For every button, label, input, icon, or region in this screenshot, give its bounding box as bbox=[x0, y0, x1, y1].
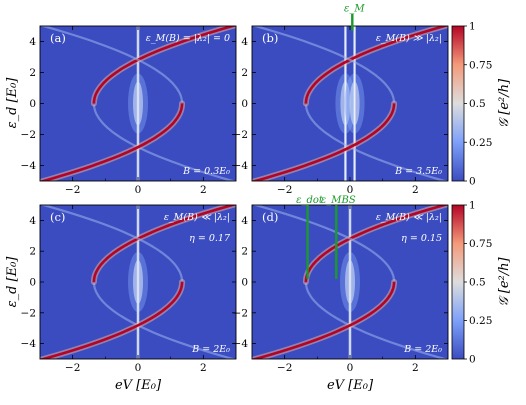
y-tick-label: 4 bbox=[29, 36, 36, 48]
x-tick-label: −2 bbox=[277, 184, 292, 196]
colorbar-tick-label: 0 bbox=[469, 354, 476, 366]
colorbar-tick-label: 0.25 bbox=[469, 315, 492, 327]
panel-label: (c) bbox=[50, 210, 65, 224]
y-tick-label: 0 bbox=[29, 98, 36, 110]
marker-label: ε_M bbox=[344, 4, 365, 15]
panel-b: −2 0 2 −4 −2 0 2 4 (b) ε_M(B) ≫ |λ₂| B = 3.5E₀ ε_M bbox=[233, 4, 449, 196]
y-tick-label: −2 bbox=[233, 307, 248, 319]
resonance-left-inner bbox=[92, 281, 236, 359]
resonance-left-inner bbox=[92, 103, 236, 181]
y-tick-label: −2 bbox=[21, 129, 36, 141]
annotation-bottom: B = 3.5E₀ bbox=[394, 166, 442, 177]
marker-label: ε_dot bbox=[296, 195, 324, 206]
y-tick-label: −4 bbox=[21, 338, 37, 350]
y-tick-label: 4 bbox=[29, 215, 36, 227]
y-tick-label: 2 bbox=[241, 246, 248, 258]
x-axis-label: eV [E₀] bbox=[327, 378, 374, 393]
resonance-right-inner bbox=[252, 205, 396, 283]
x-tick-label: 0 bbox=[347, 362, 354, 374]
annotation-top: ε_M(B) ≪ |λ₂| bbox=[164, 212, 230, 223]
y-tick-label: −2 bbox=[233, 129, 248, 141]
y-tick-label: 2 bbox=[29, 246, 36, 258]
colorbar-gradient bbox=[451, 204, 465, 360]
resonance-right-outer bbox=[252, 102, 396, 181]
annotation-mid: η = 0.15 bbox=[401, 233, 442, 244]
colorbar-top: 0 0.25 0.5 0.75 1 𝒢 [e²/h] bbox=[451, 21, 512, 188]
x-tick-label: 2 bbox=[200, 362, 207, 374]
panel-c: −2 0 2 −4 −2 0 2 4 (c) ε_M(B) ≪ |λ₂| η = 0.17 B = 2… bbox=[21, 204, 237, 374]
y-tick-label: 0 bbox=[241, 98, 248, 110]
colorbar-gradient bbox=[451, 25, 465, 182]
y-tick-label: −4 bbox=[233, 338, 249, 350]
marker-label: ε_MBS bbox=[321, 195, 356, 206]
colorbar-tick-label: 0.5 bbox=[469, 98, 486, 110]
resonance-left-outer bbox=[92, 205, 236, 284]
annotation-mid: η = 0.17 bbox=[189, 233, 231, 244]
colorbar-bottom: 0 0.25 0.5 0.75 1 𝒢 [e²/h] bbox=[451, 200, 512, 366]
x-tick-label: 0 bbox=[135, 362, 142, 374]
x-tick-label: 2 bbox=[412, 184, 419, 196]
colorbar-tick-label: 1 bbox=[469, 21, 476, 33]
colorbar-tick-label: 0.75 bbox=[469, 59, 492, 71]
resonance-right-outer bbox=[252, 280, 396, 359]
x-tick-label: −2 bbox=[65, 362, 80, 374]
resonance-left-inner bbox=[304, 103, 448, 181]
x-tick-label: 2 bbox=[200, 184, 207, 196]
resonance-right-outer bbox=[40, 102, 184, 181]
y-tick-label: 0 bbox=[241, 277, 248, 289]
annotation-bottom: B = 2E₀ bbox=[191, 344, 230, 355]
colorbar-label: 𝒢 [e²/h] bbox=[497, 78, 512, 128]
annotation-bottom: B = 0.3E₀ bbox=[182, 166, 230, 177]
x-tick-label: −2 bbox=[277, 362, 292, 374]
y-axis-label: ε_d [E₀] bbox=[5, 256, 20, 308]
resonance-left-outer bbox=[304, 205, 448, 284]
resonance-left-inner bbox=[304, 281, 448, 359]
y-tick-label: −2 bbox=[21, 307, 36, 319]
annotation-top: ε_M(B) ≫ |λ₂| bbox=[376, 33, 442, 44]
y-tick-label: 0 bbox=[29, 277, 36, 289]
resonance-right-inner bbox=[40, 26, 184, 104]
y-tick-label: −4 bbox=[233, 160, 249, 172]
resonance-left-outer bbox=[92, 26, 236, 105]
resonance-right-inner bbox=[40, 205, 184, 283]
x-tick-label: 0 bbox=[347, 184, 354, 196]
y-tick-label: 2 bbox=[241, 67, 248, 79]
colorbar-label: 𝒢 [e²/h] bbox=[497, 256, 512, 306]
y-axis-label: ε_d [E₀] bbox=[5, 77, 20, 129]
colorbar-tick-label: 1 bbox=[469, 200, 476, 212]
colorbar-tick-label: 0 bbox=[469, 176, 476, 188]
y-tick-label: −4 bbox=[21, 160, 37, 172]
panel-a: −2 0 2 −4 −2 0 2 4 (a) ε_M(B) = |λ₂| = 0 B = 0.3E₀ bbox=[21, 25, 237, 196]
x-tick-label: 2 bbox=[412, 362, 419, 374]
panel-label: (a) bbox=[50, 31, 66, 45]
colorbar-tick-label: 0.25 bbox=[469, 137, 492, 149]
annotation-top: ε_M(B) ≪ |λ₂| bbox=[376, 212, 442, 223]
x-tick-label: −2 bbox=[65, 184, 80, 196]
resonance-right-outer bbox=[40, 280, 184, 359]
resonance-right-inner bbox=[252, 26, 396, 104]
y-tick-label: 4 bbox=[241, 215, 248, 227]
annotation-top: ε_M(B) = |λ₂| = 0 bbox=[146, 33, 230, 44]
resonance-left-outer bbox=[304, 26, 448, 105]
colorbar-tick-label: 0.5 bbox=[469, 277, 486, 289]
panel-d: −2 0 2 −4 −2 0 2 4 (d) ε_M(B) ≪ |λ₂| η = 0.15 B = 2… bbox=[233, 195, 449, 374]
y-tick-label: 4 bbox=[241, 36, 248, 48]
y-tick-label: 2 bbox=[29, 67, 36, 79]
x-axis-label: eV [E₀] bbox=[115, 378, 162, 393]
panel-label: (d) bbox=[262, 210, 278, 224]
panel-label: (b) bbox=[262, 31, 278, 45]
x-tick-label: 0 bbox=[135, 184, 142, 196]
colorbar-tick-label: 0.75 bbox=[469, 238, 492, 250]
annotation-bottom: B = 2E₀ bbox=[403, 344, 442, 355]
